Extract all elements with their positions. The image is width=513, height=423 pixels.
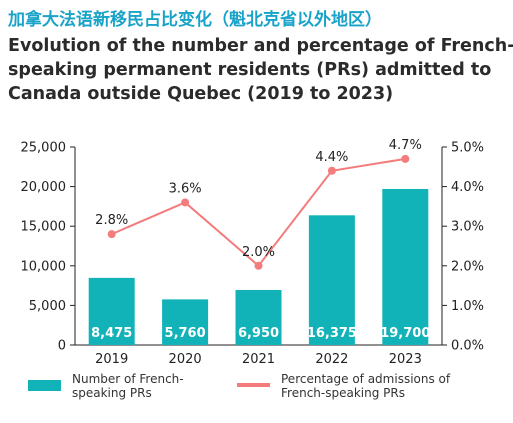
- bar: [382, 188, 429, 345]
- line-value-label: 4.4%: [315, 150, 348, 165]
- right-tick-label: 0.0%: [451, 339, 484, 354]
- bar-value-label: 8,475: [91, 326, 132, 341]
- left-tick-label: 20,000: [21, 180, 67, 195]
- right-tick-label: 5.0%: [451, 141, 484, 156]
- bar: [308, 215, 355, 345]
- bar-value-label: 19,700: [380, 326, 430, 341]
- line-value-label: 4.7%: [389, 138, 422, 153]
- chinese-title: 加拿大法语新移民占比变化（魁北克省以外地区）: [8, 10, 382, 30]
- left-tick-label: 5,000: [29, 299, 66, 314]
- x-tick-label: 2021: [242, 352, 275, 367]
- right-tick-label: 3.0%: [451, 220, 484, 235]
- bar: [235, 289, 282, 345]
- line-point: [181, 198, 190, 207]
- line-point: [107, 230, 116, 239]
- legend-line-swatch: [237, 383, 270, 387]
- legend-bar-swatch: [28, 380, 61, 391]
- left-tick-label: 0: [58, 339, 66, 354]
- x-tick-label: 2023: [389, 352, 422, 367]
- chart-title-line-2: speaking permanent residents (PRs) admit…: [8, 60, 492, 80]
- x-tick-label: 2019: [95, 352, 128, 367]
- x-tick-label: 2020: [169, 352, 202, 367]
- chart-title: Evolution of the number and percentage o…: [8, 34, 513, 106]
- right-tick-label: 2.0%: [451, 259, 484, 274]
- bar: [88, 277, 135, 345]
- chart-title-line-1: Evolution of the number and percentage o…: [8, 36, 513, 56]
- bar-value-label: 5,760: [165, 326, 206, 341]
- left-tick-label: 10,000: [21, 259, 67, 274]
- bar-value-label: 6,950: [238, 326, 279, 341]
- line-point: [254, 261, 263, 270]
- right-tick-label: 1.0%: [451, 299, 484, 314]
- legend-line-label: Percentage of admissions of French-speak…: [281, 372, 451, 400]
- bar: [162, 299, 209, 345]
- line-value-label: 2.0%: [242, 245, 275, 260]
- line-point: [401, 154, 410, 163]
- bar-value-label: 16,375: [307, 326, 357, 341]
- chart-title-line-3: Canada outside Quebec (2019 to 2023): [8, 84, 394, 104]
- legend-bar-label: Number of French- speaking PRs: [72, 372, 184, 400]
- left-tick-label: 15,000: [21, 220, 67, 235]
- x-tick-label: 2022: [315, 352, 348, 367]
- right-tick-label: 4.0%: [451, 180, 484, 195]
- line-value-label: 2.8%: [95, 213, 128, 228]
- line-value-label: 3.6%: [169, 181, 202, 196]
- left-tick-label: 25,000: [21, 141, 67, 156]
- line-point: [327, 166, 336, 175]
